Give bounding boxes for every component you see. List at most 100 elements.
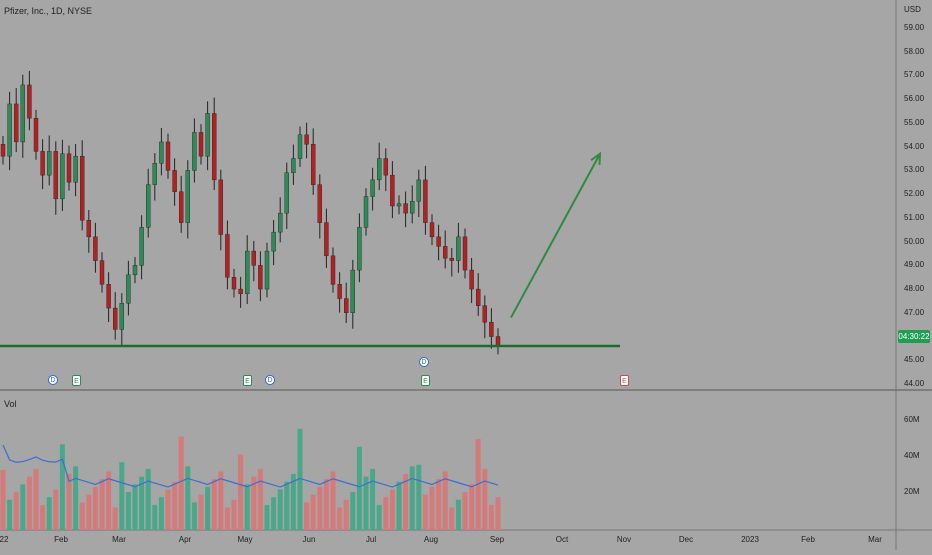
- dividend-marker[interactable]: D: [419, 357, 429, 367]
- candle-body: [66, 153, 72, 183]
- volume-bar: [139, 476, 145, 530]
- candle-body: [185, 170, 191, 223]
- time-tick-label: Sep: [489, 535, 505, 544]
- time-tick-label: Apr: [178, 535, 192, 544]
- price-tick-label: 50.00: [904, 236, 925, 246]
- candle-body: [165, 141, 171, 171]
- volume-bar: [86, 494, 92, 530]
- time-tick-label: Dec: [678, 535, 694, 544]
- earnings-marker[interactable]: E: [243, 375, 252, 386]
- candle-body: [377, 158, 382, 181]
- volume-bar: [317, 486, 323, 530]
- candle-body: [0, 144, 6, 157]
- volume-bar: [26, 476, 32, 530]
- volume-bar: [409, 466, 415, 530]
- volume-bar: [59, 444, 65, 530]
- volume-bar: [46, 497, 52, 530]
- time-tick-label: Jun: [302, 535, 316, 544]
- time-tick-label: May: [237, 535, 253, 544]
- dividend-marker[interactable]: D: [265, 375, 275, 385]
- candle-body: [271, 231, 276, 252]
- volume-tick-label: 20M: [904, 487, 920, 496]
- candle-body: [7, 103, 12, 157]
- candle-body: [139, 227, 144, 266]
- volume-bar: [251, 476, 257, 530]
- candle-body: [390, 174, 395, 207]
- volume-bar: [475, 439, 481, 530]
- price-tick-label: 51.00: [904, 212, 925, 222]
- price-tick-label: 59.00: [904, 23, 925, 32]
- candle-body: [218, 179, 224, 235]
- candle-body: [198, 132, 204, 157]
- candle-body: [112, 307, 118, 330]
- volume-bar: [264, 504, 270, 530]
- candle-body: [396, 203, 402, 207]
- volume-bar: [330, 471, 336, 530]
- earnings-marker[interactable]: E: [421, 375, 430, 386]
- volume-bar: [244, 484, 250, 530]
- price-tick-label: 52.00: [904, 189, 925, 199]
- volume-bar: [33, 468, 39, 530]
- volume-bar: [238, 454, 244, 530]
- candle-body: [258, 265, 263, 290]
- time-tick-label: Feb: [54, 535, 68, 544]
- price-tick-label: 45.00: [904, 355, 925, 365]
- volume-bar: [224, 507, 230, 530]
- candle-body: [304, 134, 309, 145]
- candle-body: [225, 234, 230, 278]
- volume-bar: [403, 474, 409, 530]
- candle-body: [489, 322, 494, 337]
- time-tick-label: 2023: [741, 535, 759, 544]
- candle-body: [86, 220, 92, 238]
- candle-body: [172, 170, 177, 192]
- candle-body: [449, 258, 454, 261]
- volume-bar: [389, 489, 395, 530]
- price-tick-label: 49.00: [904, 260, 925, 270]
- candle-body: [93, 236, 98, 261]
- price-tick-label: 47.00: [904, 307, 925, 317]
- candle-body: [238, 288, 243, 295]
- time-tick-label: Mar: [112, 535, 126, 544]
- volume-bar: [429, 486, 435, 530]
- earnings-marker[interactable]: E: [72, 375, 81, 386]
- candle-body: [278, 212, 283, 233]
- candle-body: [40, 151, 45, 176]
- earnings-marker[interactable]: E: [620, 375, 629, 386]
- dividend-marker[interactable]: D: [48, 375, 58, 385]
- volume-bar: [172, 481, 178, 530]
- volume-bar: [383, 497, 389, 530]
- candle-body: [152, 163, 158, 185]
- volume-bar: [304, 502, 310, 530]
- symbol-title[interactable]: Pfizer, Inc., 1D, NYSE: [4, 6, 93, 16]
- volume-bar: [112, 507, 118, 530]
- candle-body: [410, 201, 415, 214]
- candle-body: [443, 246, 448, 259]
- volume-bar: [92, 486, 98, 530]
- candle-body: [337, 284, 342, 299]
- volume-bar: [436, 479, 442, 530]
- candle-body: [423, 179, 428, 223]
- volume-bar: [290, 474, 296, 530]
- candle-body: [60, 153, 65, 200]
- volume-bar: [488, 504, 494, 530]
- candle-body: [99, 260, 105, 285]
- candle-body: [79, 155, 85, 221]
- volume-bar: [205, 486, 211, 530]
- candle-body: [403, 203, 408, 214]
- volume-bar: [297, 428, 303, 530]
- price-tick-label: 57.00: [904, 70, 925, 80]
- candle-body: [264, 250, 270, 290]
- currency-label: USD: [904, 5, 921, 14]
- volume-bar: [442, 471, 448, 530]
- volume-bar: [73, 466, 79, 530]
- candle-body: [251, 250, 257, 266]
- candle-body: [192, 132, 197, 171]
- time-tick-label: 22: [0, 535, 9, 544]
- volume-bar: [7, 499, 13, 530]
- countdown-badge: 04:30:22: [898, 330, 930, 343]
- time-tick-label: Jul: [365, 535, 377, 544]
- volume-legend: Vol: [4, 399, 17, 409]
